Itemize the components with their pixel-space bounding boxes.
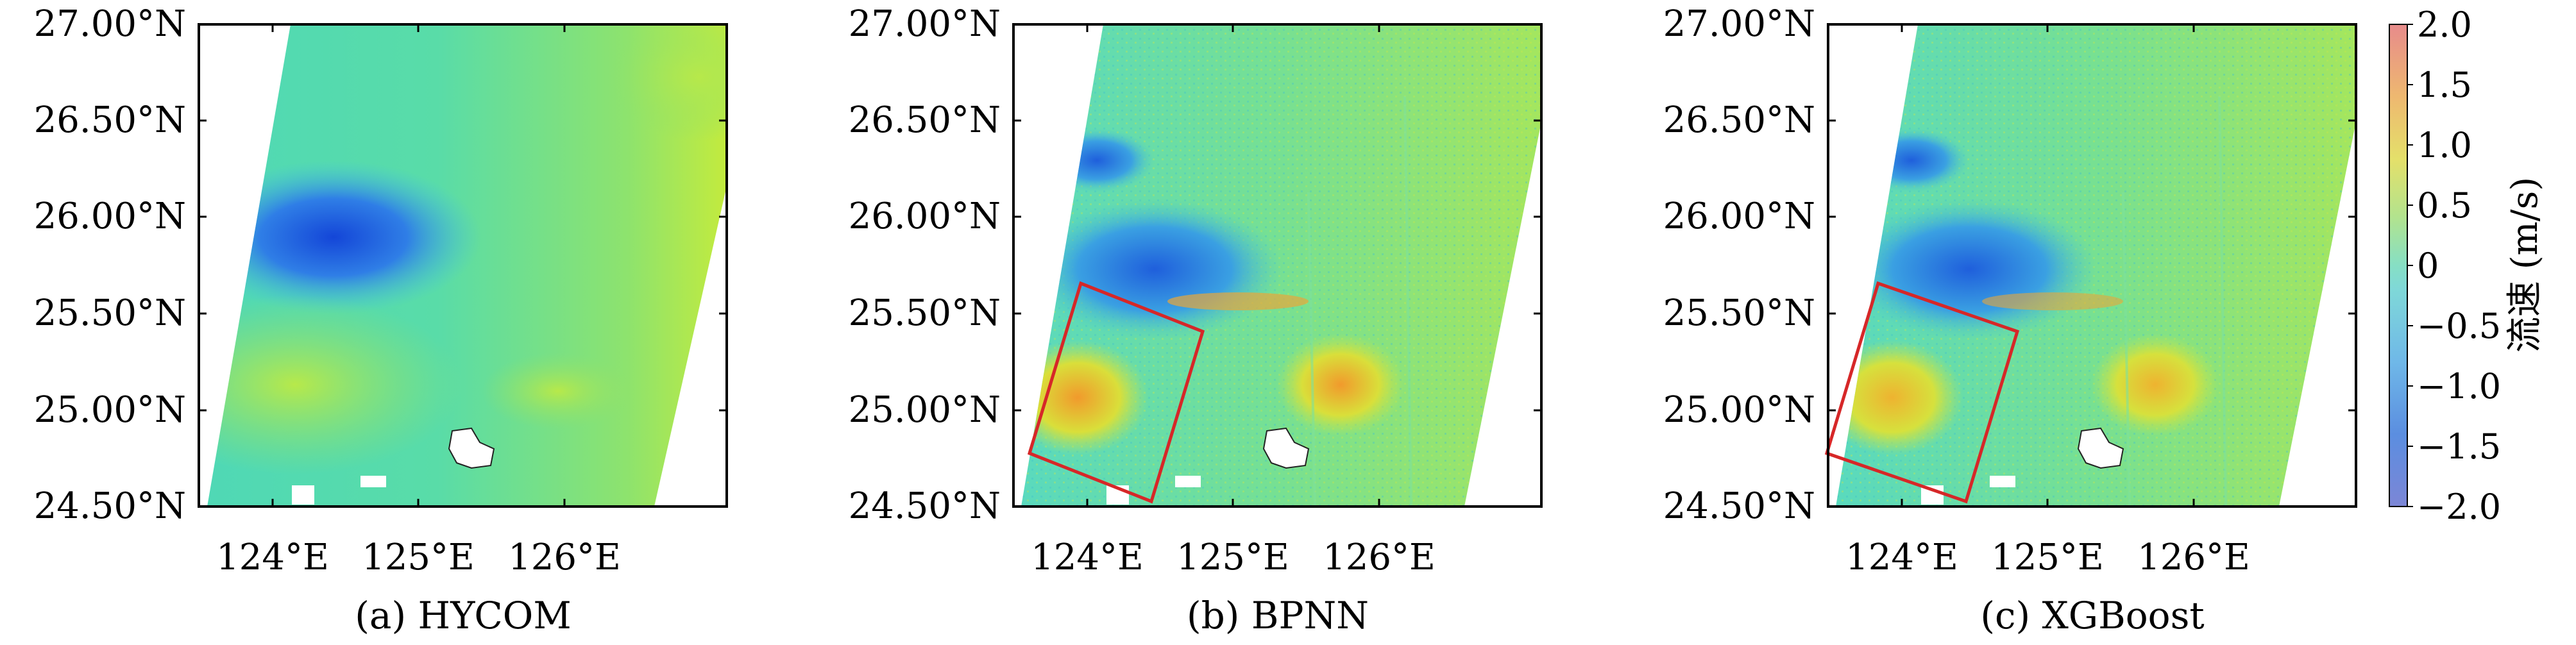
lon-label-126: 126°E	[2137, 537, 2250, 578]
colorbar-tick-1-5: 1.5	[2417, 65, 2472, 105]
map-hycom	[198, 23, 728, 508]
lat-label-25-00: 25.00°N	[33, 389, 186, 431]
lat-label-27-00: 27.00°N	[33, 3, 186, 45]
colorbar	[2389, 24, 2413, 507]
land-hycom	[292, 427, 495, 505]
caption-bpnn: (b) BPNN	[1187, 594, 1369, 637]
colorbar-tick-2-0: 2.0	[2417, 4, 2472, 45]
caption-xgboost: (c) XGBoost	[1980, 594, 2205, 637]
colorbar-tick-neg-1-0: −1.0	[2417, 366, 2502, 406]
highlight-box-xgboost	[1824, 281, 2020, 504]
ticks-xgboost	[1828, 23, 2356, 508]
panel-bpnn: 27.00°N 26.50°N 26.00°N 25.50°N 25.00°N …	[815, 0, 1629, 645]
lon-label-126: 126°E	[508, 537, 621, 578]
lon-label-124: 124°E	[1031, 537, 1144, 578]
colorbar-tick-1-0: 1.0	[2417, 125, 2472, 165]
lat-label-26-00: 26.00°N	[33, 196, 186, 237]
lat-label-26-00: 26.00°N	[848, 196, 1001, 237]
colorbar-tick-neg-2-0: −2.0	[2417, 487, 2502, 527]
colorbar-tick-neg-0-5: −0.5	[2417, 306, 2502, 346]
map-frame-bpnn	[1012, 23, 1543, 508]
lon-label-125: 125°E	[1176, 537, 1289, 578]
map-bpnn	[1012, 23, 1543, 508]
map-xgboost	[1824, 23, 2357, 508]
caption-hycom: (a) HYCOM	[355, 594, 572, 637]
lat-label-27-00: 27.00°N	[1663, 3, 1815, 45]
lat-label-25-00: 25.00°N	[848, 389, 1001, 431]
map-frame-xgboost	[1827, 23, 2357, 508]
panel-xgboost: 27.00°N 26.50°N 26.00°N 25.50°N 25.00°N …	[1629, 0, 2576, 645]
lat-label-25-50: 25.50°N	[1663, 292, 1815, 334]
colorbar-ticks	[2407, 24, 2413, 507]
lat-label-24-50: 24.50°N	[848, 485, 1001, 527]
colorbar-tick-0-5: 0.5	[2417, 185, 2472, 226]
lon-label-124: 124°E	[1845, 537, 1958, 578]
colorbar-gradient	[2389, 24, 2408, 507]
highlight-box-bpnn	[1027, 281, 1205, 504]
colorbar-tick-neg-1-5: −1.5	[2417, 426, 2502, 467]
panel-hycom: 27.00°N 26.50°N 26.00°N 25.50°N 25.00°N …	[0, 0, 815, 645]
colorbar-title: 流速 (m/s)	[2504, 176, 2546, 353]
lon-label-125: 125°E	[1991, 537, 2104, 578]
velocity-field-xgboost	[1836, 24, 2356, 507]
lat-label-26-50: 26.50°N	[848, 99, 1001, 141]
velocity-field-bpnn	[1021, 24, 1541, 507]
colorbar-tick-0: 0	[2417, 246, 2439, 286]
ticks-bpnn	[1013, 23, 1541, 508]
map-frame-hycom	[198, 23, 728, 508]
lat-label-25-50: 25.50°N	[33, 292, 186, 334]
lat-label-27-00: 27.00°N	[848, 3, 1001, 45]
lat-label-25-00: 25.00°N	[1663, 389, 1815, 431]
lat-label-26-50: 26.50°N	[1663, 99, 1815, 141]
lon-label-124: 124°E	[216, 537, 329, 578]
lon-label-126: 126°E	[1323, 537, 1436, 578]
land-bpnn	[1106, 427, 1310, 505]
lat-label-24-50: 24.50°N	[1663, 485, 1815, 527]
lat-label-25-50: 25.50°N	[848, 292, 1001, 334]
lat-label-26-50: 26.50°N	[33, 99, 186, 141]
lon-label-125: 125°E	[362, 537, 475, 578]
lat-label-24-50: 24.50°N	[33, 485, 186, 527]
lat-label-26-00: 26.00°N	[1663, 196, 1815, 237]
ticks-hycom	[199, 23, 727, 508]
